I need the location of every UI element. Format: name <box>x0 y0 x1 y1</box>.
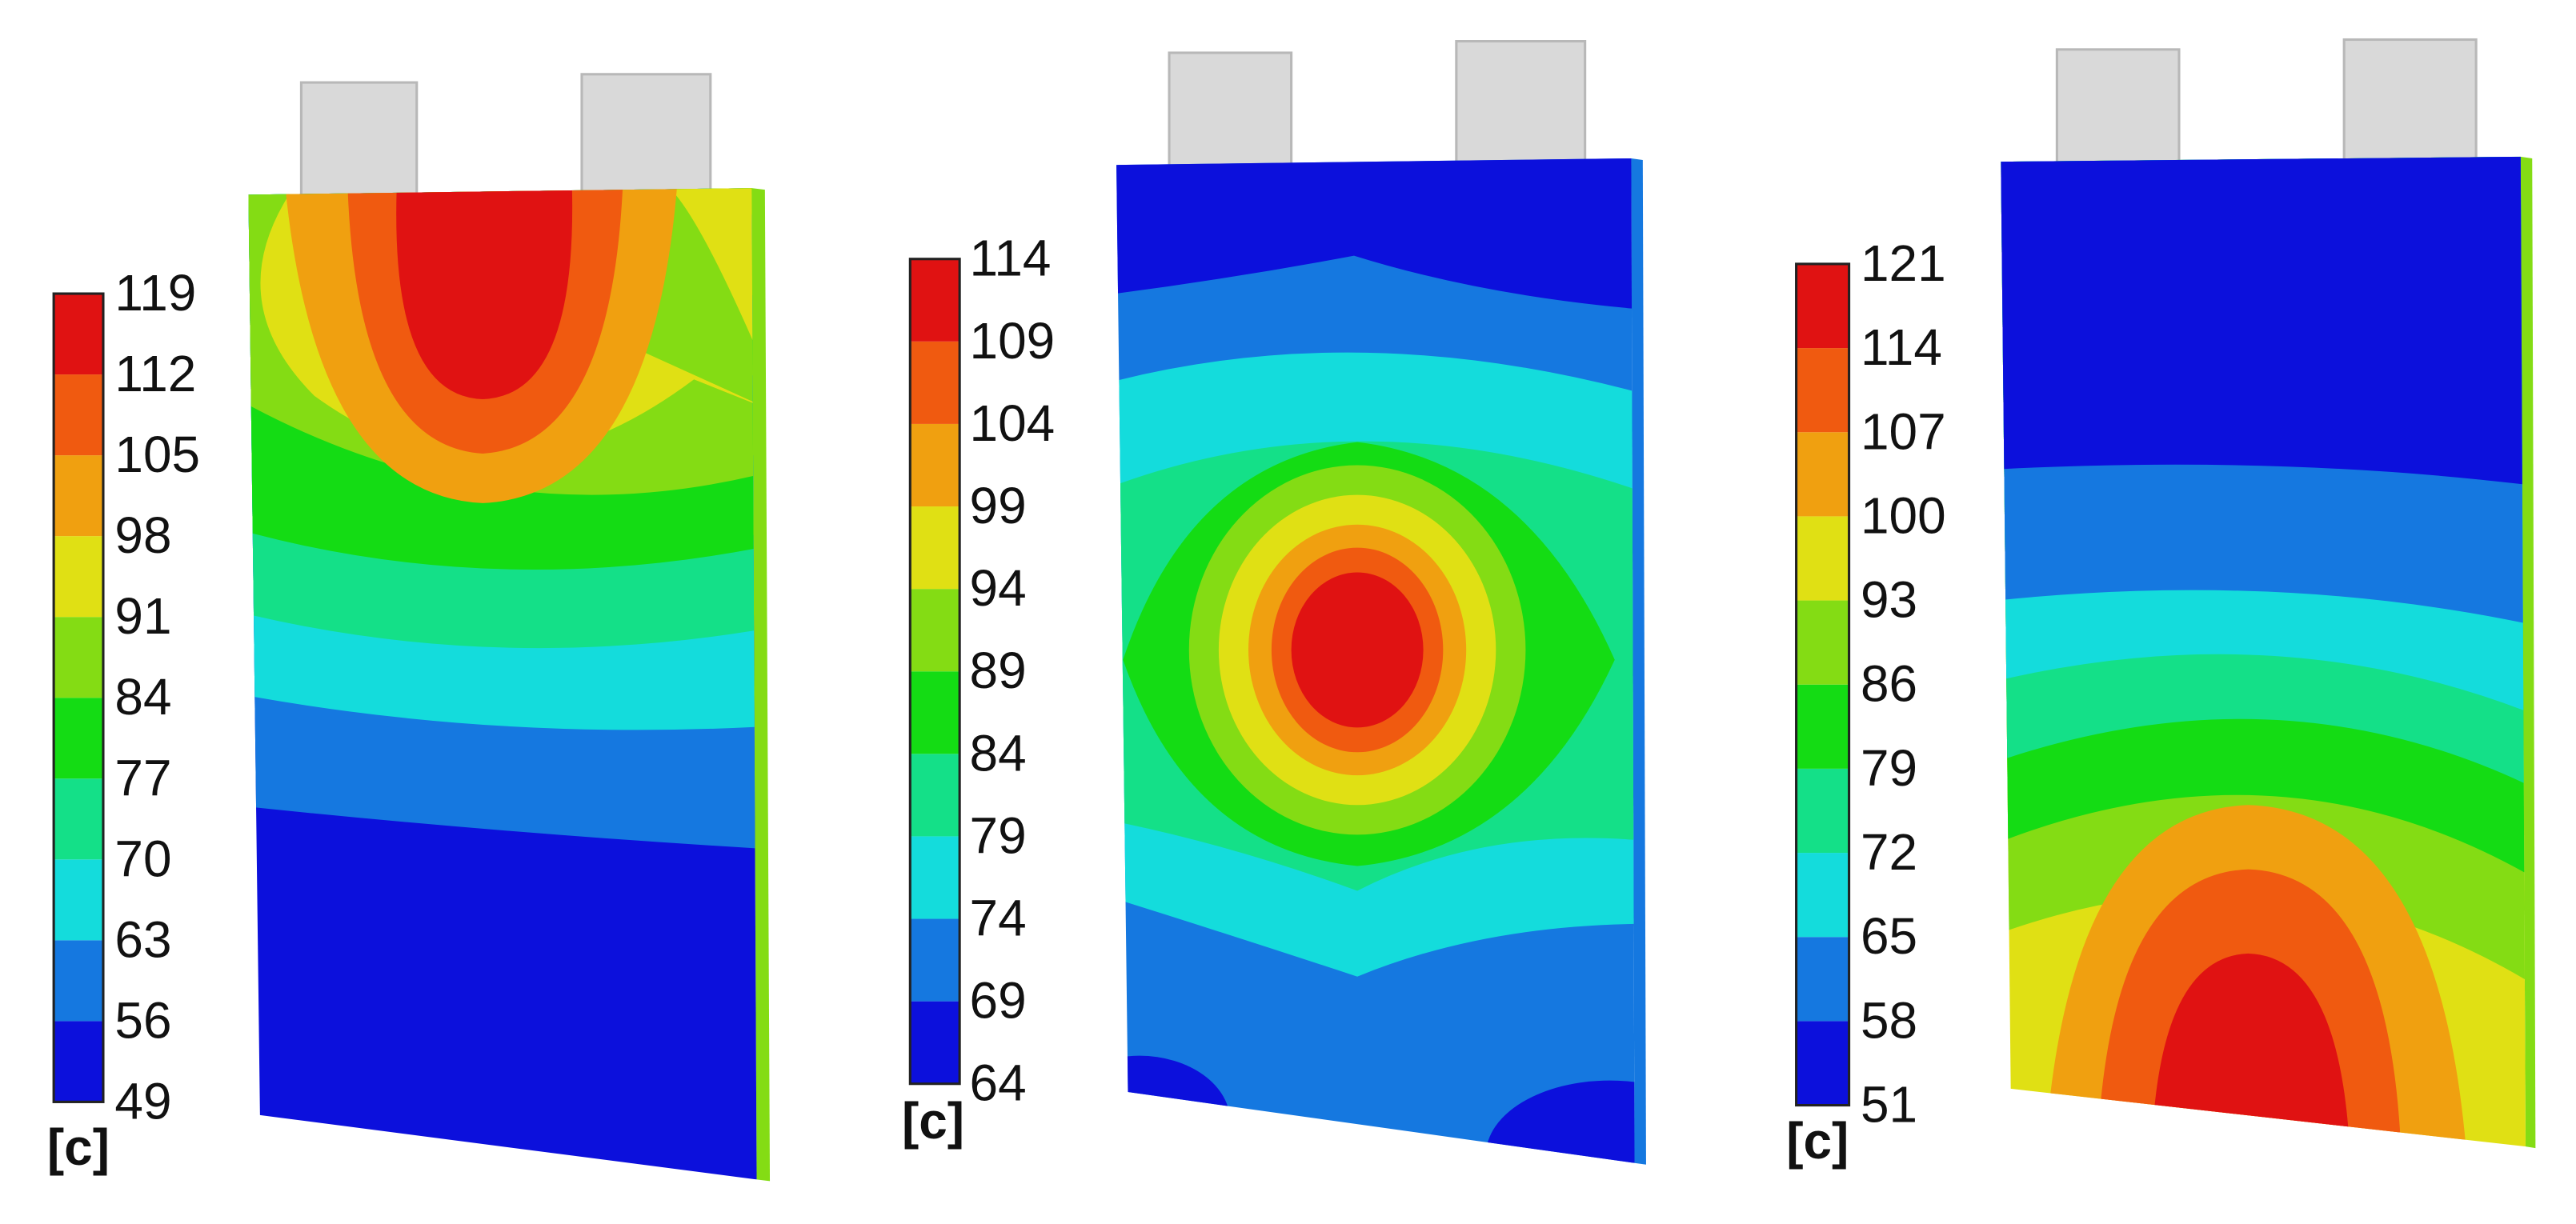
colorbar-label: 121 <box>1861 234 1946 292</box>
band <box>396 188 573 400</box>
colorbar-segment <box>910 836 960 919</box>
colorbar-segment <box>1796 432 1849 517</box>
colorbar-label: 63 <box>114 910 171 968</box>
tab <box>580 73 712 194</box>
colorbar-label: 86 <box>1861 655 1917 713</box>
tab <box>299 81 419 199</box>
tab <box>1168 51 1293 170</box>
colorbar-segment <box>1796 516 1849 601</box>
colorbar-label: 56 <box>114 991 171 1049</box>
colorbar-unit: [c] <box>902 1092 964 1150</box>
colorbar-segment <box>54 859 103 941</box>
band <box>2001 156 2526 487</box>
colorbar-label: 104 <box>970 394 1056 452</box>
colorbar-frame <box>1795 262 1851 1107</box>
contour <box>1116 158 1635 1163</box>
colorbar-label: 94 <box>970 559 1027 617</box>
colorbar-label: 74 <box>970 890 1027 947</box>
colorbar-label: 98 <box>114 506 171 564</box>
colorbar-label: 99 <box>970 477 1027 534</box>
cell-edge <box>1631 158 1646 1165</box>
colorbar-segment <box>1796 853 1849 938</box>
colorbar-segment <box>1796 684 1849 769</box>
colorbar-segment <box>1796 600 1849 685</box>
colorbar-label: 79 <box>970 806 1027 864</box>
colorbar-label: 91 <box>114 587 171 645</box>
colorbar-label: 51 <box>1861 1076 1917 1134</box>
colorbar-segment <box>1796 263 1849 349</box>
colorbar-label: 58 <box>1861 991 1917 1049</box>
colorbar-segment <box>54 536 103 618</box>
colorbar-segment <box>1796 937 1849 1022</box>
cell-3 <box>2001 38 2536 1149</box>
colorbar-segment <box>54 698 103 779</box>
colorbar-label: 70 <box>114 830 171 887</box>
colorbar-segment <box>910 918 960 1002</box>
colorbar-segment <box>54 940 103 1022</box>
colorbar-unit: [c] <box>1786 1112 1849 1170</box>
colorbar-segment <box>910 589 960 672</box>
colorbar-segment <box>1796 348 1849 433</box>
colorbar-label: 65 <box>1861 907 1917 965</box>
colorbar-label: 100 <box>1861 486 1946 544</box>
contour <box>248 188 757 1180</box>
colorbar-label: 112 <box>114 345 196 402</box>
tab <box>2342 38 2478 162</box>
band <box>1116 1055 1231 1163</box>
colorbar-label: 84 <box>114 668 171 726</box>
colorbar-frame <box>908 258 961 1086</box>
colorbar-segment <box>54 617 103 698</box>
colorbar-label: 109 <box>970 312 1056 370</box>
cell-edge <box>2520 156 2536 1149</box>
colorbar-segment <box>910 506 960 590</box>
cell-2 <box>1116 40 1646 1165</box>
colorbar-segment <box>54 294 103 375</box>
colorbar-segment <box>1796 768 1849 854</box>
cell-edge <box>751 188 771 1182</box>
colorbar-label: 77 <box>114 749 171 806</box>
colorbar-segment <box>54 455 103 537</box>
colorbar-segment <box>910 341 960 424</box>
colorbar-label: 114 <box>1861 318 1942 376</box>
colorbar-label: 93 <box>1861 571 1917 629</box>
cell-1 <box>248 73 771 1182</box>
colorbar-label: 84 <box>970 724 1027 782</box>
colorbar-segment <box>910 1001 960 1084</box>
colorbar-unit: [c] <box>47 1118 110 1176</box>
colorbar-label: 79 <box>1861 739 1917 797</box>
contour <box>2001 156 2526 1147</box>
band <box>1291 572 1424 728</box>
colorbar-label: 69 <box>970 972 1027 1030</box>
colorbar-label: 72 <box>1861 823 1917 881</box>
colorbar-segment <box>54 778 103 860</box>
colorbar-segment <box>1796 1021 1849 1106</box>
colorbar-segment <box>54 374 103 456</box>
colorbar-label: 49 <box>114 1072 171 1130</box>
colorbar-segment <box>910 423 960 507</box>
colorbar-label: 107 <box>1861 402 1946 460</box>
colorbar-label: 64 <box>970 1054 1027 1112</box>
colorbar-segment <box>910 671 960 754</box>
colorbar-segment <box>910 258 960 342</box>
colorbar-segment <box>54 1021 103 1102</box>
tab <box>1455 40 1587 163</box>
colorbar-label: 105 <box>114 426 200 483</box>
colorbar-segment <box>910 754 960 837</box>
colorbar-label: 114 <box>970 230 1052 287</box>
colorbar-label: 89 <box>970 642 1027 699</box>
band <box>1116 158 1635 310</box>
band <box>1485 1080 1635 1163</box>
tab <box>2055 48 2181 166</box>
colorbar-label: 119 <box>114 264 196 322</box>
colorbar-frame <box>52 292 105 1103</box>
